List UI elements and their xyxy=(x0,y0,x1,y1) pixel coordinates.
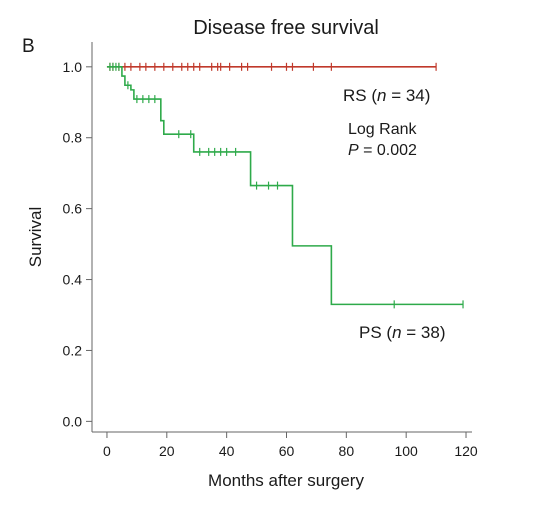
rs-label-suffix: = 34) xyxy=(386,86,430,105)
x-tick-label: 0 xyxy=(103,443,111,459)
x-tick-label: 20 xyxy=(159,443,175,459)
ps-label-text: PS (n = 38) xyxy=(359,323,445,342)
ps-label-n: n xyxy=(392,323,401,342)
ps-label: PS (n = 38) xyxy=(359,323,445,342)
rs-label-text: RS (n = 34) xyxy=(343,86,430,105)
series-ps xyxy=(106,62,464,309)
x-ticks: 0 20 40 60 80 100 120 xyxy=(103,432,478,459)
y-ticks: 0.0 0.2 0.4 0.6 0.8 1.0 xyxy=(63,59,92,429)
x-tick-label: 40 xyxy=(219,443,235,459)
survival-curves xyxy=(106,62,464,309)
rs-label-n: n xyxy=(377,86,386,105)
ps-label-suffix: = 38) xyxy=(402,323,446,342)
x-tick-label: 120 xyxy=(454,443,478,459)
ps-label-prefix: PS ( xyxy=(359,323,392,342)
p-value-symbol: P xyxy=(348,142,359,159)
axes xyxy=(91,42,472,433)
x-tick-label: 80 xyxy=(339,443,355,459)
rs-label: RS (n = 34) xyxy=(343,86,430,105)
p-value-text: = 0.002 xyxy=(359,142,417,159)
y-tick-label: 0.0 xyxy=(63,413,83,429)
p-value-label: P = 0.002 xyxy=(348,142,417,159)
x-tick-label: 60 xyxy=(279,443,295,459)
y-tick-label: 0.2 xyxy=(63,342,83,358)
rs-label-prefix: RS ( xyxy=(343,86,377,105)
chart-title: Disease free survival xyxy=(193,17,379,39)
y-axis-label: Survival xyxy=(26,207,45,267)
y-tick-label: 0.4 xyxy=(63,272,83,288)
y-tick-label: 1.0 xyxy=(63,59,83,75)
x-tick-label: 100 xyxy=(394,443,418,459)
series-rs xyxy=(106,62,437,71)
log-rank-label: Log Rank xyxy=(348,121,417,138)
x-axis-label: Months after surgery xyxy=(208,471,364,490)
y-tick-label: 0.8 xyxy=(63,130,83,146)
y-tick-label: 0.6 xyxy=(63,201,83,217)
survival-curve-ps xyxy=(106,66,464,306)
panel-label: B xyxy=(22,36,35,57)
